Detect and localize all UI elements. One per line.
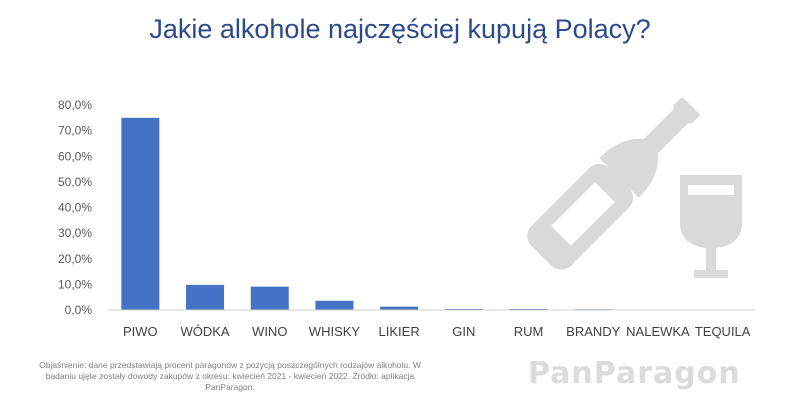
- chart-title: Jakie alkohole najczęściej kupują Polacy…: [149, 14, 651, 44]
- x-tick-label: GIN: [452, 324, 475, 339]
- brand-watermark: PanParagon: [528, 356, 741, 391]
- x-tick-label: RUM: [514, 324, 544, 339]
- x-tick-label: LIKIER: [379, 324, 420, 339]
- y-tick-label: 30,0%: [58, 226, 92, 240]
- bar-piwo: [121, 117, 160, 310]
- bar-wino: [250, 286, 289, 310]
- y-tick-label: 20,0%: [58, 252, 92, 266]
- y-tick-label: 0,0%: [65, 303, 93, 317]
- footnote: Objaśnienie: dane przedstawiają procent …: [39, 360, 421, 392]
- y-tick-label: 50,0%: [58, 175, 92, 189]
- y-tick-label: 60,0%: [58, 149, 92, 163]
- x-tick-label: BRANDY: [566, 324, 621, 339]
- y-tick-label: 80,0%: [58, 98, 92, 112]
- y-tick-label: 70,0%: [58, 124, 92, 138]
- y-tick-label: 40,0%: [58, 201, 92, 215]
- x-tick-label: TEQUILA: [695, 324, 751, 339]
- x-tick-label: NALEWKA: [626, 324, 690, 339]
- bar-whisky: [315, 300, 354, 310]
- x-tick-label: WÓDKA: [180, 324, 229, 339]
- wine-glass-icon: [680, 175, 742, 278]
- bar-rum: [509, 308, 548, 310]
- bar-gin: [444, 308, 483, 310]
- y-tick-label: 10,0%: [58, 277, 92, 291]
- x-tick-label: PIWO: [123, 324, 158, 339]
- x-tick-label: WINO: [252, 324, 287, 339]
- bar-likier: [380, 306, 419, 310]
- x-tick-label: WHISKY: [309, 324, 361, 339]
- bottle-icon: [527, 97, 700, 270]
- bar-wódka: [186, 284, 225, 310]
